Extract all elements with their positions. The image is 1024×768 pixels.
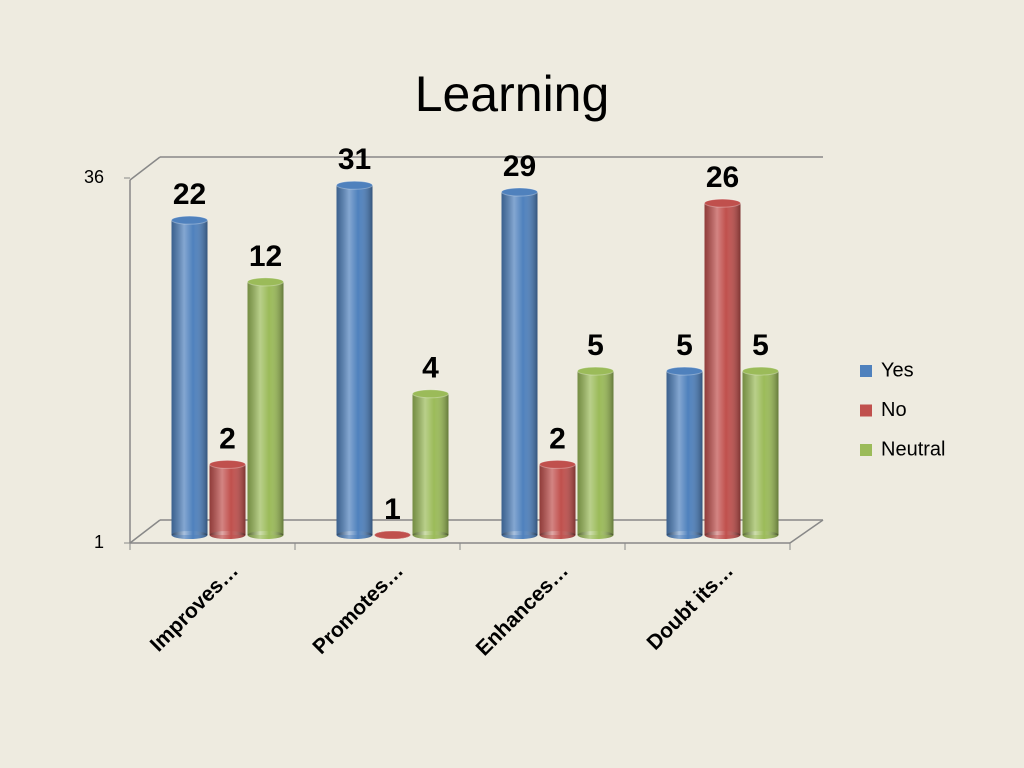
bar-bottom-shade [742, 531, 779, 539]
wall-edge [129, 156, 161, 181]
legend-label: No [881, 399, 907, 421]
bar-bottom-shade [501, 531, 538, 539]
bar [412, 389, 449, 539]
bar-shade [501, 192, 538, 536]
bar [577, 366, 614, 539]
bar-bottom-shade [247, 531, 284, 539]
data-label: 2 [219, 422, 236, 455]
data-label: 2 [549, 422, 566, 455]
bar [704, 198, 741, 539]
bar-shade [742, 371, 779, 535]
legend-label: Neutral [881, 438, 945, 460]
bar-top [704, 198, 741, 208]
bar-bottom-shade [704, 531, 741, 539]
bar-shade [412, 393, 449, 535]
bar-top [247, 277, 284, 287]
bar-bottom-shade [171, 531, 208, 539]
bar-top [577, 366, 614, 376]
bar [666, 366, 703, 539]
bar-bottom-shade [577, 531, 614, 539]
bar-top [171, 215, 208, 225]
bar-shade [247, 281, 284, 535]
bar [539, 459, 576, 539]
bar [171, 215, 208, 539]
bar-shade [577, 371, 614, 535]
legend-swatch [860, 404, 872, 417]
data-label: 31 [338, 143, 371, 176]
bar-shade [666, 371, 703, 535]
bar-top [209, 459, 246, 469]
bar-top [742, 366, 779, 376]
floor-edge [129, 519, 161, 544]
bar-shade [539, 464, 576, 535]
floor-edge [789, 519, 824, 544]
data-label: 26 [706, 161, 739, 194]
legend-swatch [860, 444, 872, 456]
data-label: 5 [752, 329, 769, 362]
bar-top [412, 389, 449, 399]
bar [374, 530, 411, 540]
y-tick-label: 1 [94, 532, 104, 552]
data-label: 5 [587, 329, 604, 362]
bar-top [336, 180, 373, 190]
bar-top [666, 366, 703, 376]
bar-top [539, 459, 576, 469]
data-label: 29 [503, 150, 536, 183]
bar-top [374, 530, 411, 540]
bar-bottom-shade [209, 531, 246, 539]
y-tick-label: 36 [84, 167, 104, 187]
bar-shade [171, 220, 208, 535]
bar [742, 366, 779, 539]
bar [501, 187, 538, 539]
bar-shade [209, 464, 246, 535]
bar-shade [336, 185, 373, 535]
bar [247, 277, 284, 539]
chart-title: Learning [415, 66, 610, 122]
data-label: 5 [676, 329, 693, 362]
data-label: 12 [249, 240, 282, 273]
bar-bottom-shade [539, 531, 576, 539]
legend-swatch [860, 365, 872, 377]
bar-bottom-shade [412, 531, 449, 539]
bar-shade [704, 203, 741, 535]
bar-bottom-shade [666, 531, 703, 539]
bar [336, 180, 373, 539]
bar-top [501, 187, 538, 197]
bar-bottom-shade [336, 531, 373, 539]
data-label: 4 [422, 352, 439, 385]
data-label: 1 [384, 493, 401, 526]
data-label: 22 [173, 178, 206, 211]
legend-label: Yes [881, 359, 914, 381]
bar [209, 459, 246, 539]
